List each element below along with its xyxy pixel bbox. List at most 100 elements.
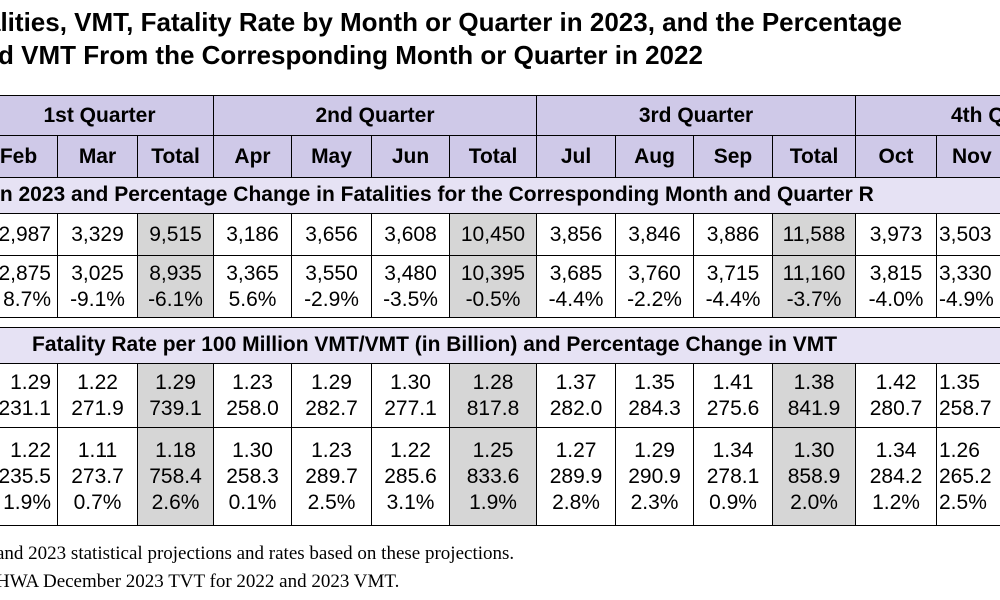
- note-2: HWA December 2023 TVT for 2022 and 2023 …: [0, 571, 400, 592]
- rate-change-cell: 1.29 290.9 2.3%: [616, 428, 694, 526]
- rate-change-cell: 1.30 258.3 0.1%: [214, 428, 292, 526]
- fatalities-change-cell: 3,025 -9.1%: [58, 256, 138, 318]
- fatalities-change-cell: 3,365 5.6%: [214, 256, 292, 318]
- fatalities-change-cell-line: 3,025: [71, 261, 124, 285]
- rate-cell-line: 271.9: [71, 396, 124, 420]
- rate-cell: 1.28 817.8: [450, 364, 537, 428]
- fatalities-change-cell-line: 8.7%: [3, 287, 51, 311]
- rate-change-cell-line: 273.7: [71, 464, 124, 488]
- column-header: Mar: [58, 136, 138, 178]
- rate-cell-line: 1.38: [793, 370, 835, 394]
- column-header: Sep: [694, 136, 773, 178]
- column-header-line: Total: [789, 144, 839, 168]
- column-header-line: Nov: [952, 144, 992, 168]
- rate-change-cell-line: 0.7%: [73, 490, 122, 514]
- rate-cell-line: 258.0: [226, 396, 279, 420]
- fatalities-change-cell: 10,395 -0.5%: [450, 256, 537, 318]
- fatalities-change-cell-line: 10,395: [460, 261, 526, 285]
- column-header: Total: [773, 136, 856, 178]
- fatalities-change-cell-line: -2.9%: [304, 287, 359, 311]
- rate-change-cell-line: 1.25: [472, 438, 514, 462]
- fatalities-change-cell: 3,480 -3.5%: [372, 256, 450, 318]
- rate-change-cell: 1.23 289.7 2.5%: [292, 428, 372, 526]
- fatalities-cell-line: 2,987: [0, 222, 51, 246]
- fatalities-cell-line: 3,656: [305, 222, 358, 246]
- rate-change-cell: 1.34 284.2 1.2%: [856, 428, 937, 526]
- table-top-border: [0, 95, 1000, 96]
- fatalities-cell: 3,329: [58, 214, 138, 256]
- rate-change-cell-line: 1.2%: [872, 490, 920, 514]
- rate-cell: 1.38 841.9: [773, 364, 856, 428]
- rate-cell: 1.35 258.7: [937, 364, 1000, 428]
- fatalities-cell-line: 9,515: [149, 222, 202, 246]
- fatalities-change-cell-line: -9.1%: [70, 287, 125, 311]
- fatalities-cell-line: 3,608: [384, 222, 437, 246]
- fatalities-change-cell: 3,815 -4.0%: [856, 256, 937, 318]
- rate-change-cell-line: 758.4: [149, 464, 202, 488]
- rate-cell-line: 277.1: [384, 396, 437, 420]
- rate-cell: 1.37 282.0: [537, 364, 616, 428]
- column-header-line: Total: [468, 144, 518, 168]
- rate-cell-line: 1.37: [555, 370, 597, 394]
- column-header-line: Aug: [634, 144, 675, 168]
- rate-change-cell-line: 2.3%: [630, 490, 679, 514]
- fatalities-change-cell-line: 3,330: [939, 261, 992, 285]
- fatalities-change-cell-line: 3,685: [549, 261, 603, 285]
- rate-cell-line: 1.42: [875, 370, 917, 394]
- column-header: Nov: [937, 136, 1000, 178]
- rate-cell-line: 231.1: [0, 396, 51, 420]
- fatalities-change-cell-line: 3,715: [706, 261, 760, 285]
- fatalities-cell-line: 3,503: [939, 222, 992, 246]
- column-header: Total: [138, 136, 214, 178]
- rate-cell-line: 282.0: [549, 396, 603, 420]
- fatalities-change-cell: 3,685 -4.4%: [537, 256, 616, 318]
- fatalities-change-cell-line: 3,365: [226, 261, 279, 285]
- fatalities-change-cell: 8,935 -6.1%: [138, 256, 214, 318]
- fatalities-cell: 11,588: [773, 214, 856, 256]
- fatalities-cell: 3,856: [537, 214, 616, 256]
- fatalities-change-cell-line: -4.4%: [548, 287, 604, 311]
- rate-change-cell-line: 1.22: [390, 438, 431, 462]
- fatalities-change-cell-line: -4.4%: [705, 287, 761, 311]
- rate-change-cell-line: 0.1%: [228, 490, 277, 514]
- rate-change-cell-line: 265.2: [939, 464, 992, 488]
- fatalities-change-cell-line: -3.5%: [383, 287, 438, 311]
- table-notes: and 2023 statistical projections and rat…: [0, 540, 514, 596]
- rate-change-cell-line: 285.6: [384, 464, 437, 488]
- fatalities-change-cell-line: -6.1%: [148, 287, 203, 311]
- rate-change-cell-line: 1.22: [10, 438, 51, 462]
- rate-cell: 1.22 271.9: [58, 364, 138, 428]
- rate-change-cell-line: 2.5%: [939, 490, 987, 514]
- rate-change-cell-line: 1.27: [555, 438, 597, 462]
- column-header-line: Feb: [0, 144, 38, 168]
- rate-cell-line: 1.28: [472, 370, 514, 394]
- fatalities-change-cell-line: 3,480: [384, 261, 437, 285]
- rate-cell: 1.35 284.3: [616, 364, 694, 428]
- rate-change-cell-line: 2.5%: [307, 490, 356, 514]
- rate-change-cell: 1.11 273.7 0.7%: [58, 428, 138, 526]
- rate-change-cell: 1.26 265.2 2.5%: [937, 428, 1000, 526]
- fatalities-change-cell: 2,875 8.7%: [0, 256, 58, 318]
- fatalities-change-cell: 3,330 -4.9%: [937, 256, 1000, 318]
- rate-cell-line: 1.29: [155, 370, 196, 394]
- rate-cell-line: 258.7: [939, 396, 992, 420]
- rate-change-cell: 1.27 289.9 2.8%: [537, 428, 616, 526]
- quarter-header: 4th Q: [856, 96, 1000, 136]
- rate-change-cell-line: 289.7: [305, 464, 358, 488]
- rate-change-cell-line: 278.1: [706, 464, 760, 488]
- column-header-line: Oct: [878, 144, 914, 168]
- fatalities-cell: 3,656: [292, 214, 372, 256]
- quarter-header-line: 4th Q: [951, 103, 1000, 127]
- rate-cell-line: 275.6: [706, 396, 760, 420]
- quarter-header-line: 2nd Quarter: [315, 103, 435, 127]
- rate-cell-line: 1.23: [232, 370, 273, 394]
- rate-change-cell-line: 3.1%: [386, 490, 435, 514]
- rate-change-cell-line: 833.6: [466, 464, 520, 488]
- fatalities-cell: 3,846: [616, 214, 694, 256]
- rate-cell: 1.29 231.1: [0, 364, 58, 428]
- quarter-header: 3rd Quarter: [537, 96, 856, 136]
- fatalities-cell: 3,608: [372, 214, 450, 256]
- rate-change-cell-line: 858.9: [787, 464, 841, 488]
- rate-change-cell-line: 1.34: [875, 438, 917, 462]
